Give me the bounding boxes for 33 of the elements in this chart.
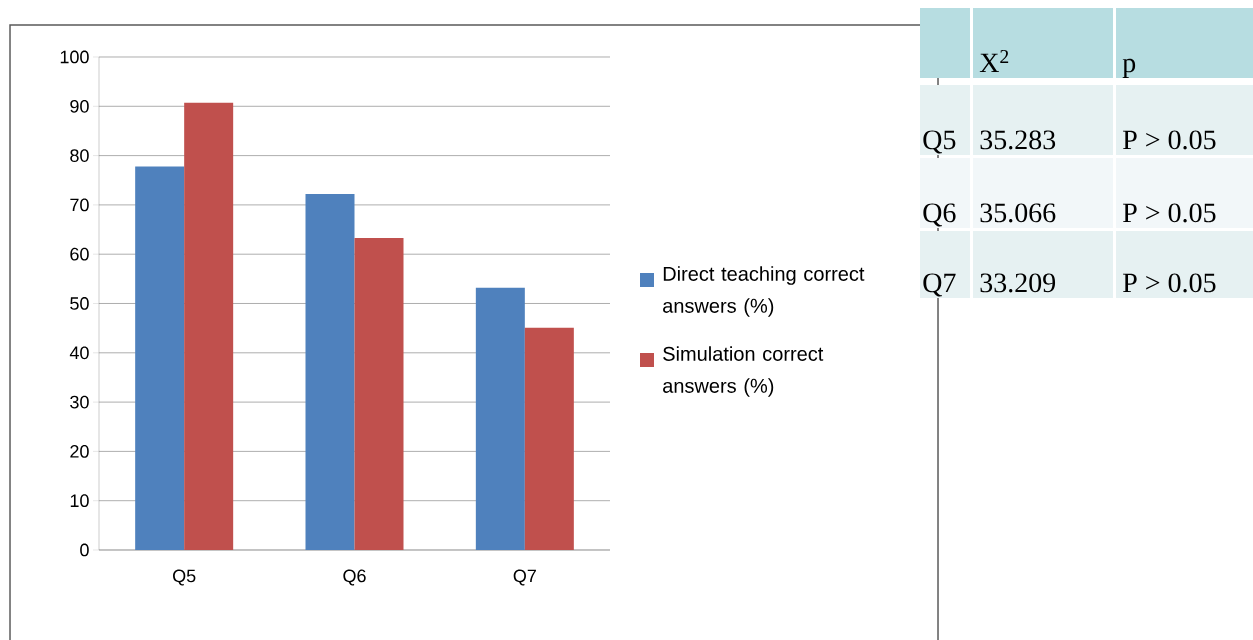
y-tick-label: 100 <box>60 50 89 64</box>
text: P > 0.05 <box>1123 203 1216 223</box>
text: X$^{2}$ <box>979 49 1009 72</box>
x-tick-label: Q7 <box>513 569 536 586</box>
y-tick-label: 90 <box>70 99 89 113</box>
text: 35.283 <box>980 130 1056 150</box>
bar <box>135 166 185 550</box>
text: Q6 <box>923 203 956 227</box>
text: P > 0.05 <box>1123 130 1216 150</box>
legend-label: Simulation correct answers (%) <box>663 346 824 397</box>
legend-label: Direct teaching correct answers (%) <box>663 266 865 317</box>
bar <box>475 287 525 550</box>
text: 33.209 <box>980 273 1056 293</box>
bar <box>524 327 574 550</box>
y-tick-label: 20 <box>70 445 89 458</box>
x-tick-label: Q5 <box>173 569 196 586</box>
bar <box>305 194 355 550</box>
y-tick-label: 40 <box>69 346 89 360</box>
bar <box>184 102 234 550</box>
bar <box>354 237 404 550</box>
y-tick-label: 70 <box>70 198 89 212</box>
y-tick-label: 0 <box>80 543 89 557</box>
y-tick-label: 80 <box>70 149 89 162</box>
text: P > 0.05 <box>1123 273 1216 293</box>
x-tick-label: Q6 <box>343 569 366 586</box>
text: p <box>1122 58 1136 78</box>
text: 35.066 <box>980 203 1056 223</box>
y-tick-label: 50 <box>70 297 89 310</box>
y-tick-label: 60 <box>70 247 89 261</box>
text: Q7 <box>923 273 956 297</box>
y-tick-label: 30 <box>70 395 89 409</box>
text: Q5 <box>923 130 956 154</box>
y-tick-label: 10 <box>70 494 89 508</box>
